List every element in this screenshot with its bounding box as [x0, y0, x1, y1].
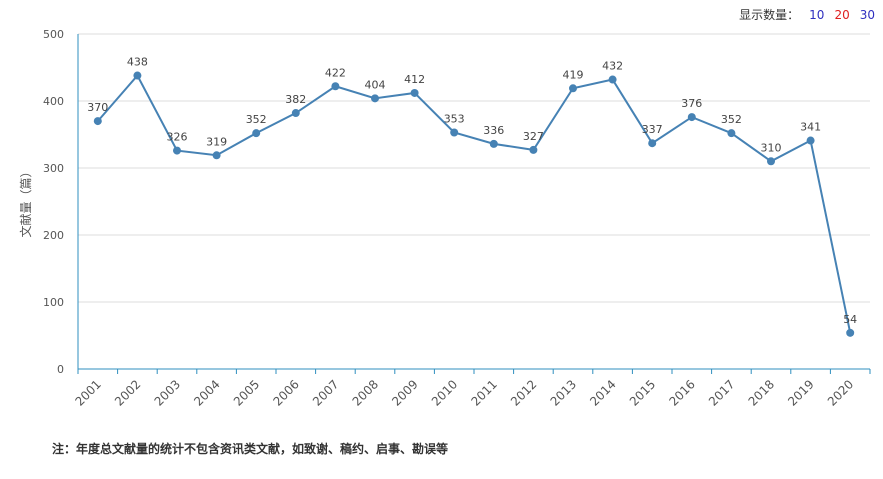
data-point	[489, 139, 498, 148]
x-tick-label: 2002	[112, 377, 143, 408]
x-tick-label: 2008	[350, 377, 381, 408]
x-tick-label: 2018	[746, 377, 777, 408]
data-point	[529, 145, 538, 154]
y-axis-title: 文献量（篇）	[18, 165, 33, 237]
data-label: 404	[365, 78, 386, 91]
y-tick-label: 0	[57, 363, 64, 376]
data-label: 412	[404, 73, 425, 86]
x-tick-label: 2009	[389, 377, 420, 408]
data-point	[410, 88, 419, 97]
data-point	[93, 117, 102, 126]
data-label: 326	[167, 131, 188, 144]
data-point	[846, 328, 855, 337]
data-label: 319	[206, 135, 227, 148]
data-point	[371, 94, 379, 103]
x-tick-label: 2006	[270, 377, 301, 408]
data-label: 376	[681, 97, 702, 110]
data-label: 422	[325, 66, 346, 79]
display-count-control: 显示数量： 10 20 30	[739, 6, 875, 23]
data-label: 352	[246, 113, 267, 126]
line-chart: 0 100 200 300 400 500 2001 2002 2003 2004 2005 2006…	[18, 28, 871, 409]
footnote: 注：年度总文献量的统计不包含资讯类文献，如致谢、稿约、启事、勘误等	[52, 442, 449, 456]
data-point	[252, 129, 261, 138]
data-label: 353	[444, 112, 465, 125]
y-tick-label: 100	[43, 296, 64, 309]
display-count-label: 显示数量：	[739, 8, 800, 22]
data-point	[212, 151, 221, 160]
x-tick-label: 2019	[785, 377, 816, 408]
x-tick-label: 2014	[587, 377, 618, 408]
x-tick-label: 2007	[310, 377, 341, 408]
data-point	[331, 82, 340, 91]
x-tick-label: 2015	[627, 377, 658, 408]
data-label: 310	[761, 141, 782, 154]
x-tick-label: 2013	[548, 377, 579, 408]
data-label: 370	[87, 101, 108, 114]
data-label: 352	[721, 113, 742, 126]
data-point	[173, 146, 181, 155]
x-tick-label: 2003	[152, 377, 183, 408]
display-count-option-30[interactable]: 30	[859, 7, 875, 22]
display-count-option-10[interactable]: 10	[809, 7, 825, 22]
data-label: 336	[483, 124, 504, 137]
x-tick-label: 2005	[231, 377, 262, 408]
x-tick-label: 2004	[191, 377, 222, 408]
x-tick-label: 2011	[468, 377, 499, 408]
data-point	[806, 136, 815, 145]
data-label: 341	[800, 121, 821, 134]
x-tick-label: 2017	[706, 377, 737, 408]
data-label: 54	[843, 313, 857, 326]
display-count-option-20[interactable]: 20	[834, 7, 850, 22]
y-tick-label: 500	[43, 28, 64, 41]
data-point	[727, 129, 736, 138]
data-label: 382	[285, 93, 306, 106]
data-point	[450, 128, 459, 137]
data-label: 337	[642, 123, 663, 136]
data-label: 327	[523, 130, 544, 143]
data-point	[569, 84, 577, 93]
x-tick-label: 2001	[72, 377, 103, 408]
y-tick-label: 200	[43, 229, 64, 242]
data-label: 419	[563, 68, 584, 81]
data-point	[133, 71, 142, 80]
data-point	[767, 157, 775, 166]
data-label: 432	[602, 60, 623, 73]
y-tick-label: 400	[43, 95, 64, 108]
x-tick-label: 2016	[666, 377, 697, 408]
data-label: 438	[127, 56, 148, 69]
series-line	[97, 73, 852, 334]
x-tick-label: 2020	[825, 377, 856, 408]
y-tick-label: 300	[43, 162, 64, 175]
data-point	[608, 75, 617, 84]
data-point	[687, 113, 696, 122]
data-point	[291, 109, 300, 118]
x-tick-label: 2012	[508, 377, 539, 408]
data-point	[648, 139, 657, 148]
x-tick-label: 2010	[429, 377, 460, 408]
